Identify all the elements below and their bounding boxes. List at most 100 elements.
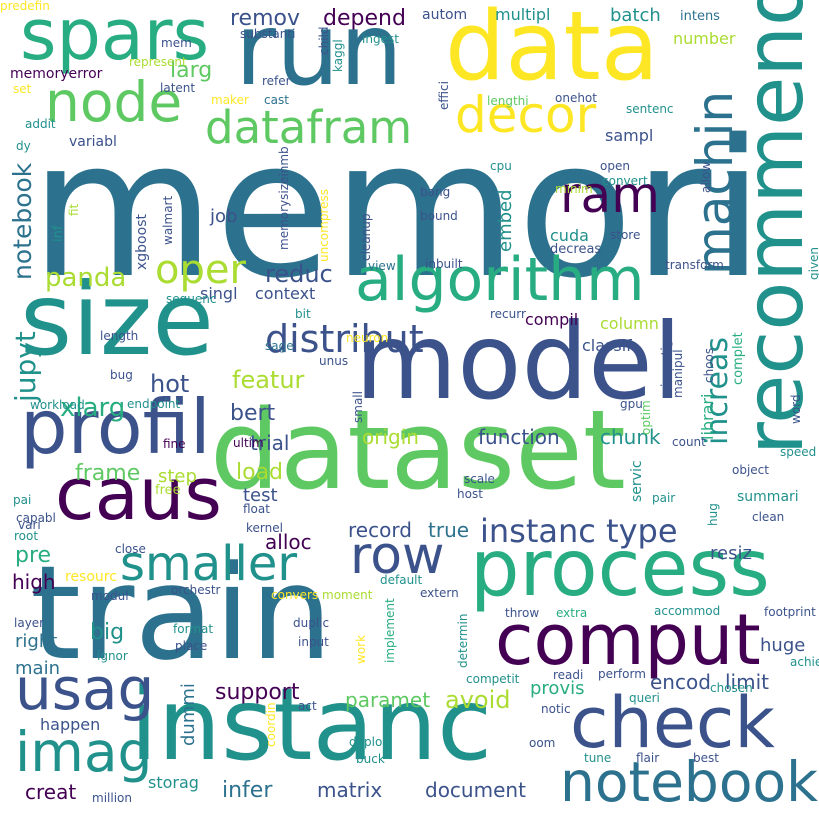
cloud-word: pre [15,543,52,568]
cloud-word: inbuilt [425,257,463,271]
cloud-word: classif [582,336,632,355]
cloud-word: frame [75,461,141,486]
cloud-word: distribut [265,317,424,361]
cloud-word: mem [161,36,192,50]
cloud-word: size [20,261,214,378]
cloud-word: capabl [16,511,56,525]
cloud-word: sentenc [626,102,674,116]
cloud-word: ignor [97,649,128,663]
cloud-word: resourc [65,569,117,585]
cloud-word: root [14,529,39,543]
cloud-word: gpu [620,397,643,411]
cloud-word: sampl [605,126,654,145]
cloud-word: hot [150,370,190,398]
cloud-word: larg [170,58,213,83]
cloud-word: creat [25,780,77,804]
cloud-word: column [600,314,659,333]
cloud-word: refer [262,74,291,88]
cloud-word: notic [541,702,571,716]
cloud-word: coordin [264,702,278,747]
cloud-word: limit [725,670,769,694]
cloud-word: maker [211,93,249,107]
cloud-word: cleanup [359,213,373,262]
cloud-word: decreas [550,242,602,257]
cloud-word: support [215,680,300,705]
cloud-word: recurr [490,307,526,321]
cloud-word: check [570,682,775,764]
cloud-word: variabl [69,134,117,150]
cloud-word: pai [13,493,32,507]
cloud-word: encod [650,670,711,694]
cloud-word: perform [598,667,646,681]
cloud-word: scale [464,472,495,486]
cloud-word: summari [737,489,799,505]
cloud-word: multipl [495,5,551,24]
cloud-word: servic [629,460,645,502]
cloud-word: set [13,82,32,96]
cloud-word: resiz [710,543,752,564]
cloud-word: manipul [671,349,685,398]
cloud-word: extern [420,586,459,600]
cloud-word: provis [530,678,585,699]
cloud-word: substanti [240,27,296,41]
cloud-word: word [789,394,803,425]
cloud-word: huge [760,635,806,656]
cloud-word: oper [155,247,246,293]
cloud-word: remov [230,6,301,31]
cloud-word: record [348,518,412,542]
cloud-word: number [673,29,736,48]
cloud-word: float [243,502,270,516]
cloud-word: deploi [349,735,386,749]
cloud-word: smaller [120,536,298,592]
cloud-word: memoryerror [10,66,103,82]
cloud-word: reduc [265,260,333,288]
cloud-word: cuda [550,226,589,245]
cloud-word: cpu [490,159,512,173]
cloud-word: convert [602,174,648,188]
cloud-word: onehot [555,91,597,105]
cloud-word: storag [148,773,199,792]
cloud-word: row [350,526,445,586]
cloud-word: represent [129,55,187,69]
cloud-word: dy [16,139,31,153]
cloud-word: run [235,0,403,108]
cloud-word: decor [455,86,597,144]
cloud-word: origin [362,425,419,449]
cloud-word: oom [529,736,556,750]
cloud-word: sequenc [166,292,217,306]
cloud-word: tune [584,751,612,765]
cloud-word: document [425,778,526,802]
cloud-word: best [693,751,719,765]
cloud-word: throw [505,606,540,620]
cloud-word: function [478,425,560,449]
cloud-word: effici [437,81,451,110]
cloud-word: allow [699,161,713,193]
cloud-word: ram [560,166,660,224]
cloud-word: clean [752,510,785,524]
cloud-word: latent [160,81,196,95]
cloud-word: fit [67,203,81,216]
cloud-word: context [255,284,316,303]
cloud-word: recommend [728,0,819,455]
cloud-word: librari [698,393,717,440]
cloud-word: test [243,485,278,506]
cloud-word: footprint [764,605,816,619]
cloud-word: work [354,634,368,664]
cloud-word: endpoint [127,397,181,411]
cloud-word: view [368,259,396,273]
cloud-word: input [298,635,329,649]
cloud-word: load [236,460,284,485]
cloud-word: given [807,246,819,280]
cloud-word: spars [20,0,210,76]
cloud-word: autom [422,7,468,23]
cloud-word: open [600,159,630,173]
cloud-word: panda [45,263,127,293]
cloud-word: speed [780,445,817,459]
cloud-word: addit [25,117,56,131]
cloud-word: complet [731,332,746,385]
cloud-word: imag [15,720,153,784]
cloud-word: hug [706,503,720,526]
cloud-word: batch [610,5,661,26]
cloud-word: true [428,518,470,542]
cloud-word: child [317,26,331,56]
